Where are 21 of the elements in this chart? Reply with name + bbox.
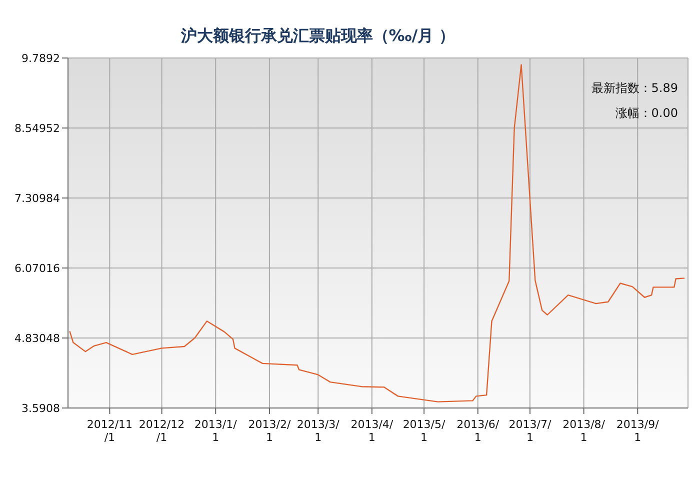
x-tick-label: 2013/9/1 bbox=[616, 418, 660, 444]
annotation: 最新指数：5.89 bbox=[591, 80, 678, 97]
x-tick-label: 2013/2/1 bbox=[248, 418, 291, 444]
chart-title: 沪大额银行承兑汇票贴现率（‰/月 ） bbox=[180, 26, 456, 47]
x-tick-label: 2013/4/1 bbox=[350, 418, 394, 444]
x-tick-label: 2013/6/1 bbox=[456, 418, 500, 444]
y-tick-label: 9.7892 bbox=[22, 52, 60, 65]
y-tick-label: 7.30984 bbox=[14, 192, 60, 205]
y-tick-label: 3.5908 bbox=[22, 402, 60, 415]
x-tick-label: 2013/5/1 bbox=[402, 418, 446, 444]
x-tick-label: 2013/7/1 bbox=[508, 418, 552, 444]
x-tick-label: 2012/11/1 bbox=[86, 418, 133, 444]
x-tick-label: 2013/8/1 bbox=[562, 418, 606, 444]
x-tick-label: 2013/3/1 bbox=[296, 418, 340, 444]
y-tick-label: 6.07016 bbox=[14, 262, 60, 275]
x-tick-label: 2013/1/1 bbox=[194, 418, 238, 444]
y-tick-label: 8.54952 bbox=[14, 122, 60, 135]
annotation: 涨幅：0.00 bbox=[614, 105, 678, 122]
line-series bbox=[69, 64, 686, 402]
y-tick-label: 4.83048 bbox=[14, 332, 60, 345]
x-tick-label: 2012/12/1 bbox=[138, 418, 185, 444]
